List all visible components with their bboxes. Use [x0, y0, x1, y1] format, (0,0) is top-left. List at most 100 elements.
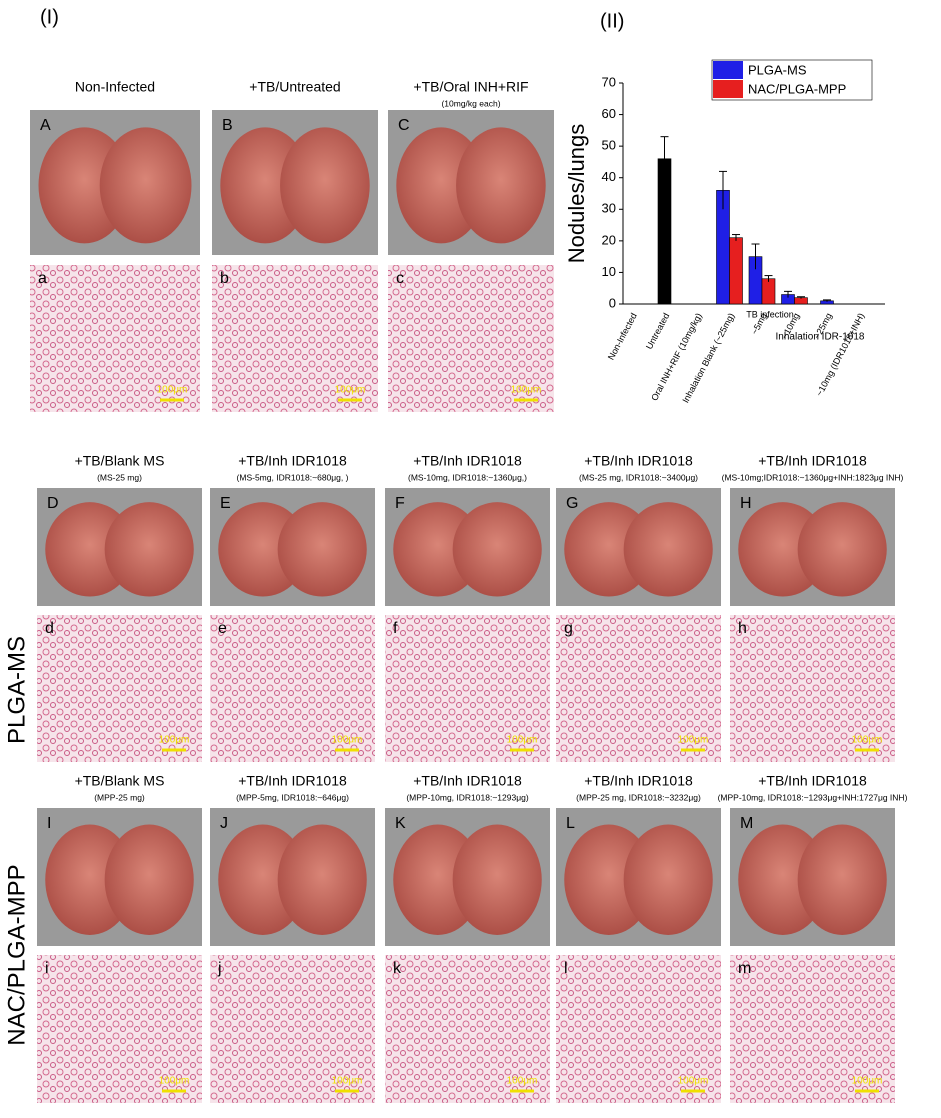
histology-image [556, 615, 721, 762]
panel-title: +TB/Oral INH+RIF [413, 79, 528, 95]
legend-swatch [713, 61, 743, 79]
histology-image [30, 265, 200, 412]
histology-image [210, 955, 375, 1103]
histology-image [210, 615, 375, 762]
histology-image [37, 615, 202, 762]
histology-image [37, 955, 202, 1103]
panel-letter: h [738, 620, 747, 637]
panel-letter: j [217, 960, 222, 977]
panel-title: +TB/Inh IDR1018 [758, 773, 867, 789]
scale-bar-label: 100μm [507, 1076, 538, 1087]
histology-image [385, 955, 550, 1103]
section-label: (II) [600, 10, 624, 32]
panel-subtitle: (MS-25 mg) [97, 472, 142, 482]
row-label: PLGA-MS [3, 636, 30, 744]
panel-letter: B [222, 117, 233, 134]
scale-bar-label: 100μm [159, 735, 190, 746]
y-tick-label: 40 [602, 169, 616, 184]
panel-letter: G [566, 495, 578, 512]
lung-lobe [797, 824, 887, 935]
panel-title: +TB/Inh IDR1018 [238, 453, 347, 469]
panel-title: +TB/Inh IDR1018 [238, 773, 347, 789]
y-tick-label: 70 [602, 74, 616, 89]
panel-letter: A [40, 117, 51, 134]
panel-title: +TB/Inh IDR1018 [413, 453, 522, 469]
panel-letter: D [47, 495, 59, 512]
y-tick-label: 60 [602, 106, 616, 121]
panel-subtitle: (MS-25 mg, IDR1018:~3400μg) [579, 472, 698, 482]
panel-title: +TB/Blank MS [75, 773, 165, 789]
panel-letter: d [45, 620, 54, 637]
scale-bar-label: 100μm [852, 735, 883, 746]
scale-bar-label: 100μm [507, 735, 538, 746]
panel-letter: C [398, 117, 410, 134]
annotation: Inhalation IDR-1018 [776, 332, 865, 343]
histology-image [730, 615, 895, 762]
scale-bar-label: 100μm [678, 735, 709, 746]
bar [729, 237, 743, 305]
legend-swatch [713, 80, 743, 98]
panel-subtitle: (MPP-25 mg) [94, 792, 145, 802]
lung-lobe [277, 824, 367, 935]
legend-label: PLGA-MS [748, 62, 807, 77]
bar [761, 278, 776, 305]
panel-letter: F [395, 495, 405, 512]
panel-letter: L [566, 815, 575, 832]
panel-letter: l [564, 960, 568, 977]
panel-letter: K [395, 815, 406, 832]
section-label: (I) [40, 6, 59, 28]
panel-title: +TB/Blank MS [75, 453, 165, 469]
lung-lobe [452, 502, 542, 597]
panel-letter: b [220, 270, 229, 287]
histology-image [730, 955, 895, 1103]
lung-lobe [797, 502, 887, 597]
panel-letter: M [740, 815, 753, 832]
scale-bar-label: 100μm [332, 735, 363, 746]
panel-subtitle: (MS-5mg, IDR1018:~680μg, ) [237, 472, 349, 482]
panel-letter: k [393, 960, 402, 977]
scale-bar-label: 100μm [511, 385, 542, 396]
panel-title: +TB/Inh IDR1018 [413, 773, 522, 789]
panel-letter: f [393, 620, 398, 637]
panel-letter: I [47, 815, 51, 832]
panel-letter: J [220, 815, 228, 832]
panel-subtitle: (MPP-10mg, IDR1018:~1293μg) [406, 792, 528, 802]
legend-label: NAC/PLGA-MPP [748, 81, 846, 96]
x-tick-label: Untreated [644, 311, 671, 351]
panel-title: +TB/Inh IDR1018 [584, 773, 693, 789]
panel-subtitle: (10mg/kg each) [441, 98, 500, 108]
x-tick-label: Non-Infected [606, 311, 639, 361]
panel-letter: c [396, 270, 404, 287]
panel-title: +TB/Inh IDR1018 [758, 453, 867, 469]
scale-bar-label: 100μm [332, 1076, 363, 1087]
panel-title: Non-Infected [75, 79, 155, 95]
annotation: TB infection [746, 309, 794, 319]
lung-lobe [623, 824, 713, 935]
panel-subtitle: (MPP-25 mg, IDR1018:~3232μg) [576, 792, 701, 802]
y-axis-label: Nodules/lungs [564, 124, 589, 263]
lung-lobe [280, 127, 370, 244]
row-label: NAC/PLGA-MPP [3, 864, 30, 1045]
y-tick-label: 20 [602, 232, 616, 247]
y-tick-label: 10 [602, 264, 616, 279]
panel-title: +TB/Inh IDR1018 [584, 453, 693, 469]
scale-bar-label: 100μm [678, 1076, 709, 1087]
scale-bar-label: 100μm [852, 1076, 883, 1087]
histology-image [212, 265, 378, 412]
lung-lobe [277, 502, 367, 597]
panel-letter: m [738, 960, 751, 977]
y-tick-label: 50 [602, 138, 616, 153]
panel-subtitle: (MS-10mg, IDR1018:~1360μg,) [408, 472, 527, 482]
scale-bar-label: 100μm [335, 385, 366, 396]
panel-letter: H [740, 495, 752, 512]
lung-lobe [99, 127, 192, 244]
panel-title: +TB/Untreated [249, 79, 340, 95]
histology-image [385, 615, 550, 762]
panel-subtitle: (MPP-5mg, IDR1018:~646μg) [236, 792, 349, 802]
lung-lobe [104, 824, 194, 935]
y-tick-label: 0 [609, 295, 616, 310]
scale-bar-label: 100μm [157, 385, 188, 396]
scale-bar-label: 100μm [159, 1076, 190, 1087]
histology-image [388, 265, 554, 412]
